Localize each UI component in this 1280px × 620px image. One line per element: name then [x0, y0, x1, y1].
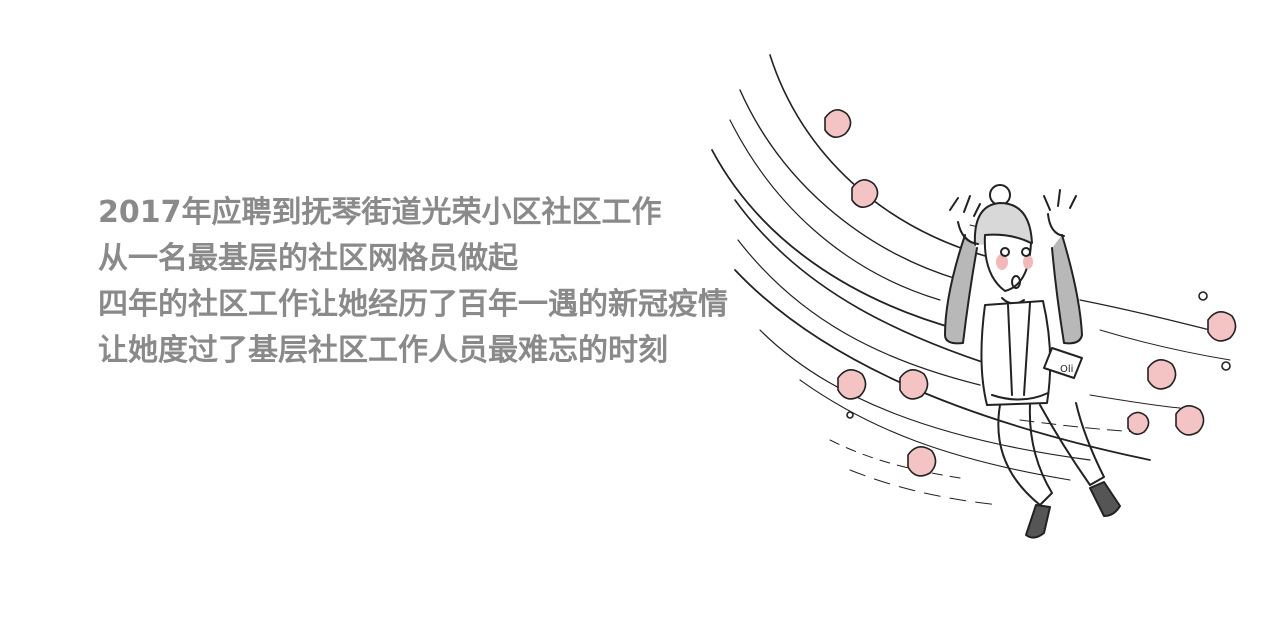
caption-text-block: 2017年应聘到抚琴街道光荣小区社区工作 从一名最基层的社区网格员做起 四年的社…	[98, 192, 778, 376]
caption-line-3: 四年的社区工作让她经历了百年一遇的新冠疫情	[98, 287, 728, 322]
caption-line-2: 从一名最基层的社区网格员做起	[98, 241, 518, 276]
woman-in-wind-illustration: Oli	[711, 54, 1237, 539]
caption-line-4: 让她度过了基层社区工作人员最难忘的时刻	[98, 333, 668, 368]
flying-petals	[824, 109, 1237, 477]
badge-text: Oli	[1060, 364, 1073, 375]
woman-figure: Oli	[944, 184, 1121, 539]
caption-line-1: 2017年应聘到抚琴街道光荣小区社区工作	[98, 195, 662, 230]
